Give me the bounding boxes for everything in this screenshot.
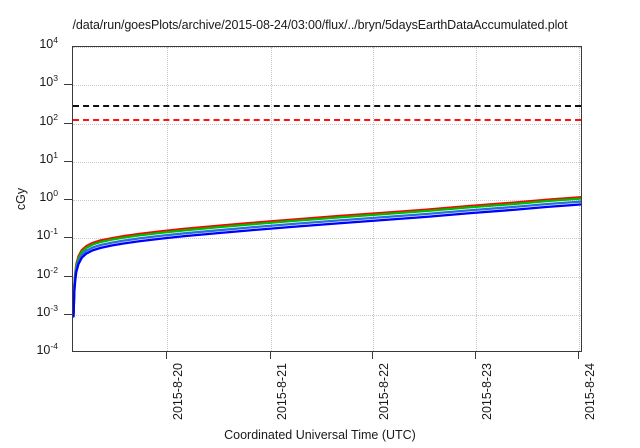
y-axis-tick (64, 237, 72, 239)
y-axis-tick-label: 102 (39, 111, 58, 128)
chart-title: /data/run/goesPlots/archive/2015-08-24/0… (72, 18, 568, 32)
gridline-horizontal (73, 161, 581, 163)
x-axis-tick-label: 2015-8-24 (583, 363, 597, 420)
y-axis-tick-label: 103 (39, 73, 58, 90)
plot-area (72, 46, 582, 352)
x-axis-tick-label: 2015-8-20 (171, 363, 185, 420)
y-axis-title: cGy (14, 187, 28, 211)
y-axis-tick-label: 10-3 (36, 302, 58, 319)
y-axis-tick-label: 104 (39, 34, 58, 51)
y-axis-tick-label: 10-4 (36, 340, 58, 357)
gridline-horizontal (73, 276, 581, 278)
gridline-horizontal (73, 200, 581, 201)
y-axis-tick-label: 101 (39, 149, 58, 166)
gridline-horizontal (73, 238, 581, 240)
x-axis-tick-label: 2015-8-23 (480, 363, 494, 420)
y-axis-tick (64, 275, 72, 277)
y-axis-tick (64, 160, 72, 162)
y-axis-tick (64, 84, 72, 86)
data-curve-group (73, 195, 581, 318)
y-axis-tick (64, 313, 72, 315)
x-axis-tick-label: 2015-8-22 (377, 363, 391, 420)
threshold-black (73, 105, 581, 108)
gridline-horizontal (73, 123, 581, 125)
accumulated-dose-lightblue (73, 200, 581, 316)
x-axis-title: Coordinated Universal Time (UTC) (224, 428, 416, 442)
threshold-red (73, 119, 581, 122)
accumulated-dose-green (73, 197, 581, 315)
gridline-vertical (476, 47, 477, 351)
x-axis-tick-label: 2015-8-21 (275, 363, 289, 420)
y-axis-tick (64, 199, 72, 200)
gridline-horizontal (73, 47, 581, 48)
gridline-horizontal (73, 314, 581, 316)
gridline-vertical (167, 47, 168, 351)
y-axis-tick-label: 10-2 (36, 264, 58, 281)
x-axis-tick (578, 352, 579, 359)
gridline-vertical (373, 47, 374, 351)
x-axis-tick (475, 352, 476, 359)
y-axis-tick-label: 10-1 (36, 226, 58, 243)
y-axis-tick-label: 100 (39, 187, 58, 204)
gridline-horizontal (73, 85, 581, 87)
gridline-vertical (271, 47, 272, 351)
x-axis-tick (372, 352, 373, 359)
accumulated-dose-red (73, 195, 581, 313)
x-axis-tick (270, 352, 271, 359)
y-axis-tick (64, 122, 72, 124)
accumulated-dose-blue (73, 203, 581, 318)
x-axis-tick (166, 352, 167, 359)
